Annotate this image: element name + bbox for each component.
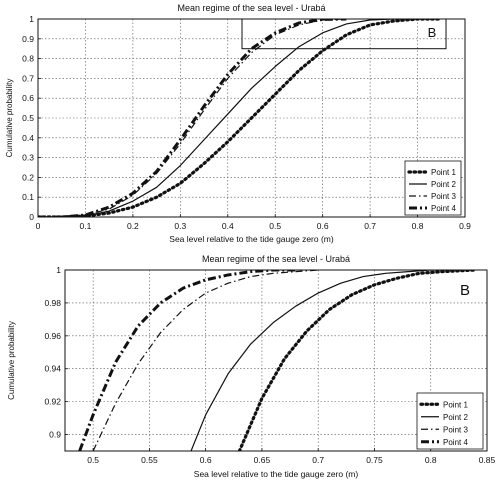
y-tick-label: 0.6	[22, 93, 34, 103]
legend-label: Point 4	[443, 438, 468, 447]
y-tick-label: 1	[29, 14, 34, 24]
chart-panel-1: Mean regime of the sea level - Urabá 0 0.1…	[5, 3, 471, 244]
y-tick-label: 0.1	[22, 192, 34, 202]
y-tick-label: 0.9	[49, 430, 61, 440]
legend-label: Point 1	[431, 168, 456, 177]
zoom-region-label: B	[428, 25, 437, 40]
x-tick-label: 0.55	[141, 455, 158, 465]
x-tick-label: 0.75	[366, 455, 383, 465]
x-tick-label: 0.85	[479, 455, 496, 465]
y-tick-label: 0.8	[22, 54, 34, 64]
x-tick-label: 0.6	[317, 221, 329, 231]
series-line-point-1	[237, 270, 478, 451]
legend-box	[404, 160, 462, 216]
y-axis-label: Cumulative probability	[7, 321, 16, 400]
x-tick-label: 0.2	[127, 221, 139, 231]
y-axis-label: Cumulative probability	[5, 79, 14, 158]
x-tick-label: 0.65	[254, 455, 271, 465]
series-line-point-4	[78, 270, 296, 451]
x-tick-label: 0.1	[80, 221, 92, 231]
series-line-point-3	[38, 19, 347, 217]
legend-box	[416, 392, 484, 450]
chart-title: Mean regime of the sea level - Urabá	[202, 254, 350, 264]
legend-label: Point 3	[443, 425, 468, 434]
y-tick-label: 0.9	[22, 34, 34, 44]
x-tick-label: 0.3	[174, 221, 186, 231]
legend-label: Point 2	[443, 413, 468, 422]
y-tick-label: 0.5	[22, 113, 34, 123]
x-tick-label: 0.7	[312, 455, 324, 465]
legend-label: Point 4	[431, 204, 456, 213]
chart-panel-2: Mean regime of the sea level - Urabá 0.5 0…	[7, 254, 496, 479]
y-tick-label: 0.2	[22, 172, 34, 182]
y-tick-label: 0.7	[22, 73, 34, 83]
y-tick-label: 0.4	[22, 133, 34, 143]
x-axis-label: Sea level relative to the tide gauge zer…	[169, 234, 334, 244]
legend: Point 1 Point 2 Point 3 Point 4	[404, 160, 462, 216]
chart-title: Mean regime of the sea level - Urabá	[177, 3, 325, 13]
y-tick-label: 0.94	[44, 364, 61, 374]
y-tick-label: 0	[29, 212, 34, 222]
y-tick-label: 0.96	[44, 331, 61, 341]
legend-label: Point 2	[431, 180, 456, 189]
y-tick-label: 0.98	[44, 298, 61, 308]
panel-label: B	[460, 282, 470, 299]
zoom-region-box	[241, 18, 447, 50]
x-tick-label: 0.5	[87, 455, 99, 465]
series-group	[38, 19, 443, 217]
plot-area-frame	[37, 18, 466, 218]
y-tick-label: 1	[56, 265, 61, 275]
plot-area-frame	[64, 269, 488, 452]
x-tick-label: 0.8	[412, 221, 424, 231]
x-tick-label: 0	[36, 221, 41, 231]
x-tick-label: 0.4	[222, 221, 234, 231]
series-line-point-3	[92, 270, 319, 451]
y-tick-label: 0.92	[44, 397, 61, 407]
x-tick-label: 0.6	[200, 455, 212, 465]
x-tick-label: 0.9	[459, 221, 471, 231]
series-line-point-2	[38, 19, 418, 217]
x-axis-label: Sea level relative to the tide gauge zer…	[194, 469, 359, 479]
legend-label: Point 1	[443, 400, 468, 409]
series-line-point-2	[190, 270, 454, 451]
x-tick-label: 0.7	[364, 221, 376, 231]
y-tick-label: 0.3	[22, 153, 34, 163]
series-group	[78, 270, 478, 451]
legend-label: Point 3	[431, 192, 456, 201]
x-tick-label: 0.5	[269, 221, 281, 231]
series-line-point-1	[38, 19, 443, 217]
x-tick-label: 0.8	[425, 455, 437, 465]
legend: Point 1 Point 2 Point 3 Point 4	[416, 392, 484, 450]
series-line-point-4	[38, 19, 347, 217]
